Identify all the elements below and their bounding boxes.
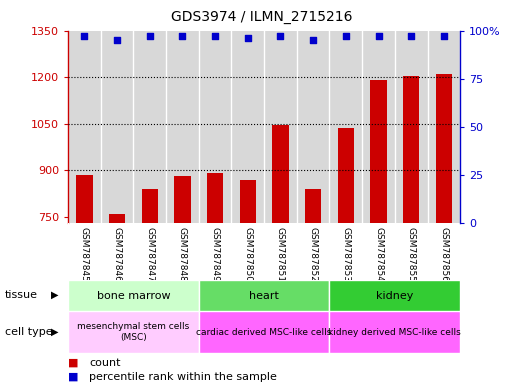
- Text: GSM787854: GSM787854: [374, 227, 383, 282]
- Bar: [240, 180, 256, 223]
- Bar: [199, 311, 329, 353]
- Bar: [207, 172, 223, 223]
- Point: [244, 35, 252, 41]
- Bar: [362, 31, 395, 223]
- Text: GSM787845: GSM787845: [80, 227, 89, 282]
- Text: heart: heart: [249, 291, 279, 301]
- Point: [309, 37, 317, 43]
- Point: [407, 33, 415, 40]
- Text: mesenchymal stem cells
(MSC): mesenchymal stem cells (MSC): [77, 323, 189, 342]
- Bar: [166, 31, 199, 223]
- Bar: [174, 175, 190, 223]
- Bar: [329, 31, 362, 223]
- Text: ▶: ▶: [51, 327, 59, 337]
- Bar: [403, 76, 419, 223]
- Bar: [100, 31, 133, 223]
- Text: bone marrow: bone marrow: [97, 291, 170, 301]
- Text: GDS3974 / ILMN_2715216: GDS3974 / ILMN_2715216: [170, 10, 353, 23]
- Point: [145, 33, 154, 40]
- Text: GSM787847: GSM787847: [145, 227, 154, 282]
- Point: [276, 33, 285, 40]
- Text: GSM787851: GSM787851: [276, 227, 285, 282]
- Bar: [436, 74, 452, 223]
- Bar: [264, 31, 297, 223]
- Text: cell type: cell type: [5, 327, 53, 337]
- Bar: [199, 31, 231, 223]
- Bar: [199, 280, 329, 311]
- Bar: [68, 311, 199, 353]
- Bar: [272, 125, 289, 223]
- Point: [80, 33, 88, 40]
- Text: GSM787846: GSM787846: [112, 227, 121, 282]
- Bar: [142, 189, 158, 223]
- Text: percentile rank within the sample: percentile rank within the sample: [89, 372, 277, 382]
- Point: [178, 33, 187, 40]
- Text: GSM787853: GSM787853: [342, 227, 350, 282]
- Text: kidney derived MSC-like cells: kidney derived MSC-like cells: [328, 328, 461, 337]
- Bar: [297, 31, 329, 223]
- Bar: [109, 214, 125, 223]
- Point: [440, 33, 448, 40]
- Text: GSM787852: GSM787852: [309, 227, 317, 282]
- Point: [374, 33, 383, 40]
- Text: count: count: [89, 358, 120, 368]
- Text: GSM787856: GSM787856: [439, 227, 448, 282]
- Bar: [338, 128, 354, 223]
- Text: ■: ■: [68, 358, 78, 368]
- Text: kidney: kidney: [376, 291, 414, 301]
- Point: [113, 37, 121, 43]
- Bar: [76, 175, 93, 223]
- Point: [342, 33, 350, 40]
- Text: GSM787848: GSM787848: [178, 227, 187, 282]
- Text: GSM787855: GSM787855: [407, 227, 416, 282]
- Bar: [329, 280, 460, 311]
- Bar: [370, 79, 386, 223]
- Text: GSM787850: GSM787850: [243, 227, 252, 282]
- Point: [211, 33, 219, 40]
- Bar: [428, 31, 460, 223]
- Text: ▶: ▶: [51, 290, 59, 300]
- Text: GSM787849: GSM787849: [211, 227, 220, 282]
- Text: cardiac derived MSC-like cells: cardiac derived MSC-like cells: [197, 328, 332, 337]
- Bar: [395, 31, 428, 223]
- Bar: [133, 31, 166, 223]
- Bar: [68, 280, 199, 311]
- Text: tissue: tissue: [5, 290, 38, 300]
- Bar: [329, 311, 460, 353]
- Bar: [305, 189, 321, 223]
- Bar: [231, 31, 264, 223]
- Bar: [68, 31, 100, 223]
- Text: ■: ■: [68, 372, 78, 382]
